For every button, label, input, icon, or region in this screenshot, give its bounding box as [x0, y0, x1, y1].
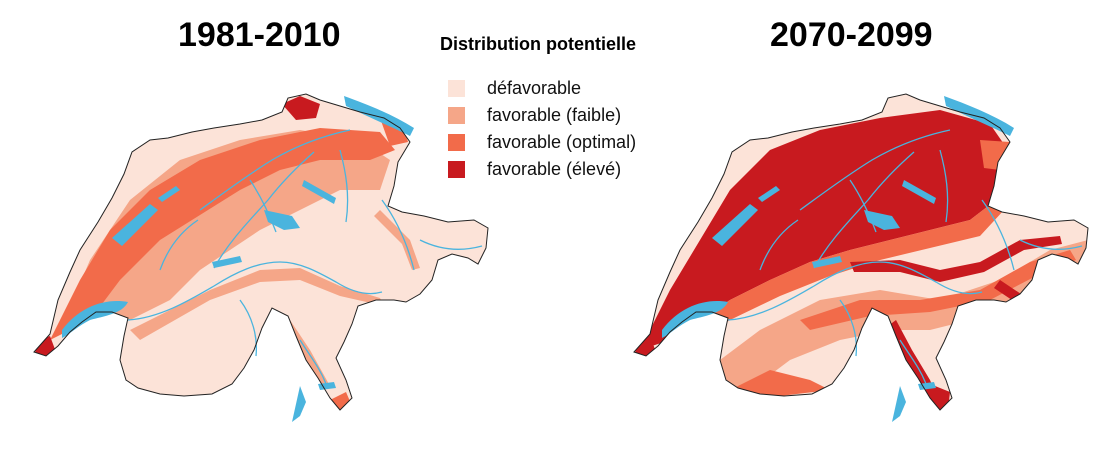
legend-swatch-defavorable: [448, 80, 465, 97]
legend-label-optimal: favorable (optimal): [487, 132, 637, 152]
legend-item-eleve: favorable (élevé): [440, 156, 690, 183]
legend-swatch-eleve: [448, 161, 465, 178]
map-1981-2010: [33, 93, 489, 422]
legend-label-eleve: favorable (élevé): [487, 159, 622, 179]
legend-swatch-optimal: [448, 134, 465, 151]
legend-title: Distribution potentielle: [440, 34, 636, 54]
period-title-1981-2010: 1981-2010: [178, 16, 341, 54]
legend: Distribution potentielle défavorable fav…: [440, 34, 690, 183]
legend-item-defavorable: défavorable: [440, 75, 690, 102]
legend-label-defavorable: défavorable: [487, 78, 582, 98]
legend-swatch-faible: [448, 107, 465, 124]
period-title-2070-2099: 2070-2099: [770, 16, 933, 54]
map-2070-2099: [633, 93, 1089, 422]
legend-item-optimal: favorable (optimal): [440, 129, 690, 156]
legend-label-faible: favorable (faible): [487, 105, 622, 125]
legend-item-faible: favorable (faible): [440, 102, 690, 129]
